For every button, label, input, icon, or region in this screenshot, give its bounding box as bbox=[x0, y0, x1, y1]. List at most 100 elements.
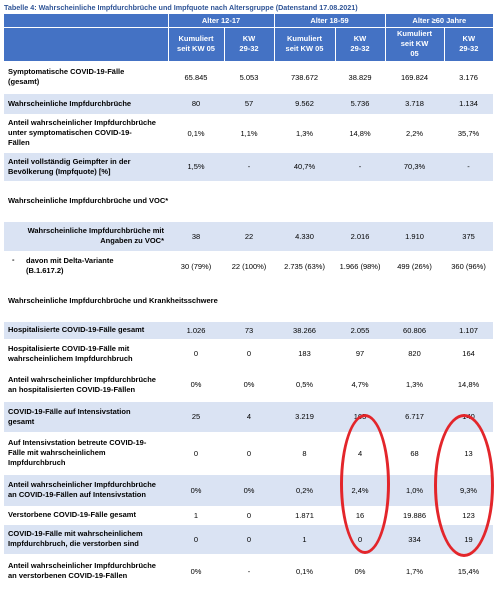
cell-value: 97 bbox=[335, 339, 386, 368]
cell-value: 738.672 bbox=[274, 61, 336, 93]
cell-value: 0 bbox=[224, 339, 275, 368]
cell-value: 499 (26%) bbox=[385, 251, 445, 281]
row-label-line: unter symptomatischen COVID-19- bbox=[8, 128, 132, 137]
cell-value: 1.026 bbox=[168, 321, 224, 339]
highlight-ellipse-18-59 bbox=[340, 414, 390, 554]
row-label-line: COVID-19-Fälle mit wahrscheinlichem bbox=[8, 529, 143, 538]
cell-value: 4,7% bbox=[335, 368, 386, 401]
row-label-line: Impfdurchbruch, die verstorben sind bbox=[8, 539, 139, 548]
highlight-ellipse-60plus bbox=[434, 414, 494, 557]
cell-value: 0 bbox=[168, 432, 224, 474]
header-kw-60plus: KW 29-32 bbox=[443, 27, 494, 61]
table-row: Anteil vollständig Geimpfter in der Bevöl… bbox=[4, 152, 494, 181]
cell-value: 0% bbox=[168, 554, 224, 588]
row-label: Verstorbene COVID-19-Fälle gesamt bbox=[4, 506, 168, 524]
cell-value: 0% bbox=[224, 368, 275, 401]
cell-value: 35,7% bbox=[444, 114, 494, 152]
cell-value: 40,7% bbox=[274, 152, 336, 181]
cell-value: 0 bbox=[224, 506, 275, 524]
cell-value: 3.219 bbox=[274, 401, 336, 432]
row-label-line: Verstorbene COVID-19-Fälle gesamt bbox=[8, 510, 136, 519]
cell-value: 60.806 bbox=[385, 321, 445, 339]
cell-value: 1.910 bbox=[385, 221, 445, 251]
table-row: - davon mit Delta-Variante (B.1.617.2) 30 (… bbox=[4, 251, 494, 281]
row-label-line: Anteil vollständig Geimpfter in der bbox=[8, 156, 131, 166]
cell-value: 1 bbox=[168, 506, 224, 524]
header-kw-12-17: KW 29-32 bbox=[223, 27, 275, 61]
header-corner-sub bbox=[4, 27, 168, 61]
row-label-line: davon mit Delta-Variante bbox=[26, 256, 114, 265]
cell-value: - bbox=[224, 152, 275, 181]
table-row: COVID-19-Fälle mit wahrscheinlichem Impfd… bbox=[4, 524, 494, 554]
row-label-line: wahrscheinlichem Impfdurchbruch bbox=[8, 353, 133, 363]
cell-value: - bbox=[444, 152, 494, 181]
row-label-line: Fälle mit wahrscheinlichem bbox=[8, 448, 106, 457]
cell-value: 0,2% bbox=[274, 474, 336, 506]
cell-value: 25 bbox=[168, 401, 224, 432]
cell-value: 5.736 bbox=[335, 93, 386, 114]
header-cumulative-12-17: Kumuliert seit KW 05 bbox=[167, 27, 224, 61]
cell-value: 3.176 bbox=[444, 61, 494, 93]
header-cumulative-60plus: Kumuliert seit KW 05 bbox=[384, 27, 445, 61]
bullet-dash: - bbox=[12, 254, 15, 264]
row-label: Wahrscheinliche Impfdurchbrüche mit Angab… bbox=[4, 221, 168, 251]
cell-value: 0% bbox=[168, 474, 224, 506]
row-label-line: an hospitalisierten COVID-19-Fällen bbox=[8, 384, 136, 394]
cell-value: 38 bbox=[168, 221, 224, 251]
cell-value: 1,3% bbox=[385, 368, 445, 401]
cell-value: 1 bbox=[274, 524, 336, 554]
cell-value: 360 (96%) bbox=[444, 251, 494, 281]
cell-value: 1.966 (98%) bbox=[335, 251, 386, 281]
cell-value: 0% bbox=[168, 368, 224, 401]
cell-value: 22 bbox=[224, 221, 275, 251]
cell-value: 0% bbox=[335, 554, 386, 588]
cell-value: 30 (79%) bbox=[168, 251, 224, 281]
row-label: Anteil wahrscheinlicher Impfdurchbrüche a… bbox=[4, 554, 168, 588]
row-label: Anteil wahrscheinlicher Impfdurchbrüche a… bbox=[4, 474, 168, 506]
row-label-line: (B.1.617.2) bbox=[26, 266, 64, 275]
cell-value: 8 bbox=[274, 432, 336, 474]
cell-value: 0 bbox=[224, 524, 275, 554]
header-group-18-59: Alter 18-59 bbox=[273, 14, 386, 27]
cell-value: 19.886 bbox=[385, 506, 445, 524]
cell-value: 65.845 bbox=[168, 61, 224, 93]
header-cumulative-18-59: Kumuliert seit KW 05 bbox=[273, 27, 336, 61]
table-row: Anteil wahrscheinlicher Impfdurchbrüche a… bbox=[4, 368, 494, 401]
table-row: Wahrscheinliche Impfdurchbrüche 80 57 9.562… bbox=[4, 93, 494, 114]
row-label-line: Wahrscheinliche Impfdurchbrüche bbox=[8, 98, 132, 108]
table-row: Auf Intensivstation betreute COVID-19- Fä… bbox=[4, 432, 494, 474]
table-row: Anteil wahrscheinlicher Impfdurchbrüche a… bbox=[4, 474, 494, 506]
cell-value: 14,8% bbox=[444, 368, 494, 401]
row-label-line: Angaben zu VOC* bbox=[100, 236, 164, 245]
row-label: Anteil wahrscheinlicher Impfdurchbrüche a… bbox=[4, 368, 168, 401]
row-label-line: gesamt bbox=[8, 416, 35, 426]
row-label-line: Bevölkerung (Impfquote) [%] bbox=[8, 166, 111, 176]
cell-value: 1.134 bbox=[444, 93, 494, 114]
cell-value: 820 bbox=[385, 339, 445, 368]
cell-value: 334 bbox=[385, 524, 445, 554]
section-label-severity: Wahrscheinliche Impfdurchbrüche und Kran… bbox=[4, 281, 494, 321]
cell-value: 1.107 bbox=[444, 321, 494, 339]
table-row: COVID-19-Fälle auf Intensivstation gesamt… bbox=[4, 401, 494, 432]
cell-value: 2.055 bbox=[335, 321, 386, 339]
section-label-voc: Wahrscheinliche Impfdurchbrüche und VOC* bbox=[4, 181, 494, 221]
cell-value: 57 bbox=[224, 93, 275, 114]
cell-value: 15,4% bbox=[444, 554, 494, 588]
cell-value: 375 bbox=[444, 221, 494, 251]
cell-value: 0 bbox=[224, 432, 275, 474]
row-label-line: Hospitalisierte COVID-19-Fälle gesamt bbox=[8, 325, 145, 334]
row-label: Wahrscheinliche Impfdurchbrüche bbox=[4, 93, 168, 114]
row-label-line: Fällen bbox=[8, 138, 30, 147]
cell-value: 38.266 bbox=[274, 321, 336, 339]
cell-value: 4 bbox=[224, 401, 275, 432]
table-row: Anteil wahrscheinlicher Impfdurchbrüche u… bbox=[4, 114, 494, 152]
cell-value: 1.871 bbox=[274, 506, 336, 524]
table-row: Anteil wahrscheinlicher Impfdurchbrüche a… bbox=[4, 554, 494, 588]
table-row: Verstorbene COVID-19-Fälle gesamt 1 0 1.871… bbox=[4, 506, 494, 524]
row-label: Anteil vollständig Geimpfter in der Bevöl… bbox=[4, 152, 168, 181]
cell-value: 1,3% bbox=[274, 114, 336, 152]
row-label-line: Wahrscheinliche Impfdurchbrüche mit bbox=[27, 226, 164, 235]
row-label-line: Impfdurchbruch bbox=[8, 458, 66, 467]
cell-value: 1,1% bbox=[224, 114, 275, 152]
row-label: Auf Intensivstation betreute COVID-19- Fä… bbox=[4, 432, 168, 474]
